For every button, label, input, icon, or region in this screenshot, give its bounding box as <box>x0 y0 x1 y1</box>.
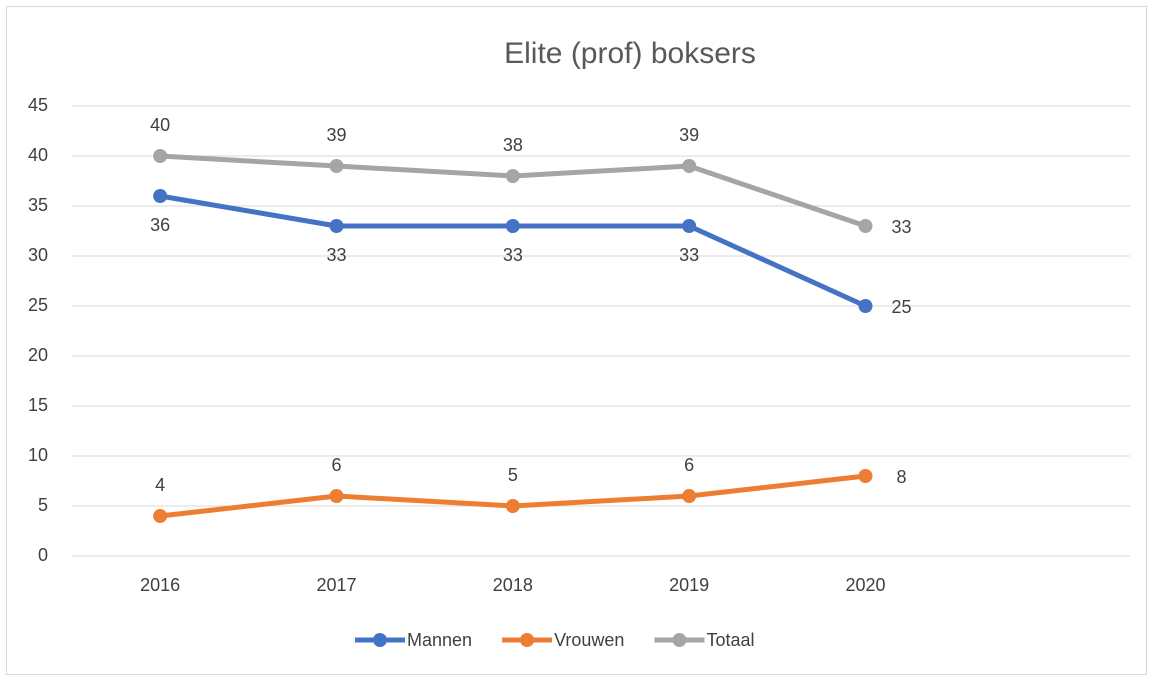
chart-frame <box>6 6 1147 675</box>
data-label: 4 <box>155 475 165 495</box>
legend-marker <box>520 633 535 647</box>
data-label: 39 <box>679 125 699 145</box>
y-tick-label: 0 <box>38 545 48 565</box>
y-tick-label: 35 <box>28 195 48 215</box>
data-point <box>329 489 344 503</box>
legend-marker <box>373 633 387 647</box>
data-point <box>153 509 168 523</box>
chart-title: Elite (prof) boksers <box>504 37 756 70</box>
data-label: 33 <box>679 245 699 265</box>
y-tick-label: 45 <box>28 95 48 115</box>
data-label: 8 <box>896 467 906 487</box>
y-tick-label: 5 <box>38 495 48 515</box>
legend-label: Totaal <box>706 630 754 650</box>
data-label: 6 <box>684 455 694 475</box>
x-tick-label: 2016 <box>140 575 180 595</box>
data-label: 38 <box>503 135 523 155</box>
data-point <box>858 299 873 313</box>
data-label: 5 <box>508 465 518 485</box>
data-label: 36 <box>150 215 170 235</box>
data-point <box>858 219 873 233</box>
y-tick-label: 40 <box>28 145 48 165</box>
data-label: 39 <box>326 125 346 145</box>
data-point <box>329 159 344 173</box>
x-tick-label: 2020 <box>845 575 885 595</box>
data-label: 33 <box>503 245 523 265</box>
data-label: 33 <box>891 217 911 237</box>
legend-label: Vrouwen <box>554 630 624 650</box>
data-point <box>505 169 520 183</box>
y-tick-label: 20 <box>28 345 48 365</box>
x-tick-label: 2018 <box>493 575 533 595</box>
y-tick-label: 10 <box>28 445 48 465</box>
data-point <box>682 219 697 233</box>
y-tick-label: 15 <box>28 395 48 415</box>
legend-label: Mannen <box>407 630 472 650</box>
y-tick-label: 30 <box>28 245 48 265</box>
x-tick-label: 2019 <box>669 575 709 595</box>
data-label: 6 <box>331 455 341 475</box>
data-point <box>682 159 697 173</box>
data-point <box>329 219 344 233</box>
legend-marker <box>672 633 687 647</box>
y-tick-label: 25 <box>28 295 48 315</box>
x-tick-label: 2017 <box>316 575 356 595</box>
data-point <box>682 489 697 503</box>
data-point <box>858 469 873 483</box>
data-point <box>505 499 520 513</box>
data-label: 33 <box>326 245 346 265</box>
data-label: 40 <box>150 115 170 135</box>
data-point <box>153 149 168 163</box>
data-point <box>505 219 520 233</box>
data-point <box>153 189 168 203</box>
data-label: 25 <box>891 297 911 317</box>
